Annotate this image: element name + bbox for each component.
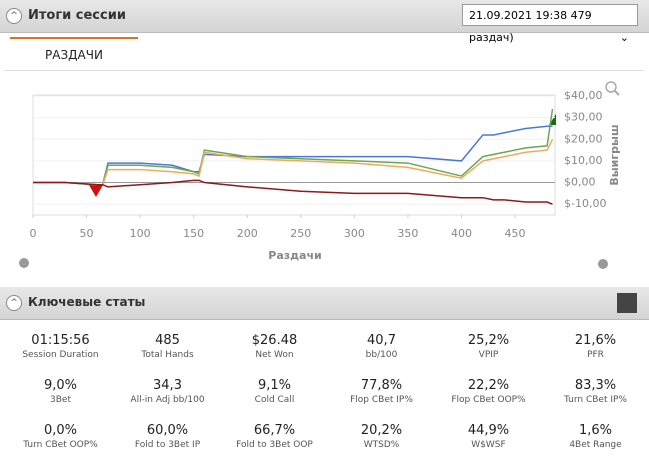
- stat-label: 3Bet: [50, 395, 71, 405]
- zoom-icon-handle: [614, 90, 620, 96]
- x-tick-label: 100: [130, 227, 151, 240]
- stat: 0,0% Turn CBet OOP%: [7, 423, 114, 450]
- stat-value: 22,2%: [467, 378, 510, 393]
- session-header: ^ Итоги сессии 21.09.2021 19:38 479 разд…: [0, 0, 649, 44]
- collapse-button[interactable]: ^: [6, 295, 22, 311]
- stat-value: 66,7%: [253, 423, 296, 438]
- stat-value: 60,0%: [146, 423, 189, 438]
- stat-value: 77,8%: [360, 378, 403, 393]
- x-tick-label: 200: [237, 227, 258, 240]
- stats-title: Ключевые статы: [28, 295, 146, 309]
- stat-value: 83,3%: [574, 378, 617, 393]
- stat: 25,2% VPIP: [435, 333, 542, 360]
- stat-value: 25,2%: [467, 333, 510, 348]
- y-tick-label: $0,00: [564, 176, 596, 189]
- stat-label: Flop CBet OOP%: [451, 395, 526, 405]
- x-tick-label: 300: [344, 227, 365, 240]
- y-tick-label: $20,00: [564, 132, 603, 145]
- stat-value: $26.48: [251, 333, 298, 348]
- dropdown-text: 21.09.2021 19:38 479 раздач): [469, 9, 592, 44]
- series-line: [33, 179, 553, 205]
- y-axis-label: Выигрыш: [608, 124, 621, 185]
- y-tick-label: $40,00: [564, 89, 603, 102]
- layout-button[interactable]: [617, 293, 637, 313]
- series-line: [33, 125, 553, 186]
- stat-value: 9,1%: [257, 378, 292, 393]
- plot-frame: [32, 94, 556, 216]
- x-axis-label: Раздачи: [268, 249, 321, 262]
- stat: 21,6% PFR: [542, 333, 649, 360]
- stat-value: 01:15:56: [31, 333, 90, 348]
- stat: 83,3% Turn CBet IP%: [542, 378, 649, 405]
- y-tick-label: $-10,00: [564, 197, 606, 210]
- stat: 44,9% W$WSF: [435, 423, 542, 450]
- stat-label: WTSD%: [363, 440, 400, 450]
- stat: 60,0% Fold to 3Bet IP: [114, 423, 221, 450]
- y-tick-label: $30,00: [564, 111, 603, 124]
- tab-divider: [4, 70, 644, 71]
- stat: 40,7 bb/100: [328, 333, 435, 360]
- stat: 1,6% 4Bet Range: [542, 423, 649, 450]
- stat-label: PFR: [587, 350, 604, 360]
- stat: 9,0% 3Bet: [7, 378, 114, 405]
- x-tick-label: 250: [290, 227, 311, 240]
- x-tick-label: 400: [451, 227, 472, 240]
- chart: Раздачи Выигрыш $40,00 $30,00 $20,00 $10,00…: [19, 81, 621, 269]
- session-title: Итоги сессии: [28, 8, 126, 23]
- stat-label: bb/100: [365, 350, 398, 360]
- stat-label: Flop CBet IP%: [350, 395, 413, 405]
- stats-header: ^ Ключевые статы: [0, 287, 649, 320]
- stat: 77,8% Flop CBet IP%: [328, 378, 435, 405]
- settings-icon[interactable]: [19, 258, 29, 268]
- stat: $26.48 Net Won: [221, 333, 328, 360]
- x-tick-label: 350: [397, 227, 418, 240]
- stat-label: Session Duration: [22, 350, 99, 360]
- stat-value: 1,6%: [578, 423, 613, 438]
- stat: 66,7% Fold to 3Bet OOP: [221, 423, 328, 450]
- stat-label: Turn CBet OOP%: [23, 440, 98, 450]
- series-line: [33, 138, 554, 186]
- zoom-icon[interactable]: [605, 81, 617, 93]
- stat-label: Cold Call: [254, 395, 295, 405]
- stat-value: 40,7: [367, 333, 396, 348]
- stat-label: All-in Adj bb/100: [130, 395, 205, 405]
- stat-label: Fold to 3Bet IP: [134, 440, 201, 450]
- x-tick-label: 50: [80, 227, 94, 240]
- x-tick-label: 150: [183, 227, 204, 240]
- stat-label: Total Hands: [141, 350, 194, 360]
- marker-down: [89, 185, 103, 197]
- stat-label: 4Bet Range: [569, 440, 622, 450]
- stat-label: VPIP: [478, 350, 499, 360]
- session-dropdown[interactable]: 21.09.2021 19:38 479 раздач) ⌄: [462, 4, 638, 44]
- stat: 485 Total Hands: [114, 333, 221, 360]
- stat-value: 34,3: [153, 378, 182, 393]
- x-tick-label: 450: [505, 227, 526, 240]
- x-tick-label: 0: [30, 227, 37, 240]
- stat-label: Turn CBet IP%: [564, 395, 627, 405]
- stat-label: Fold to 3Bet OOP: [236, 440, 313, 450]
- stat-value: 20,2%: [360, 423, 403, 438]
- y-tick-label: $10,00: [564, 154, 603, 167]
- stat-value: 0,0%: [43, 423, 78, 438]
- stat-label: Net Won: [255, 350, 294, 360]
- stat-label: W$WSF: [471, 440, 506, 450]
- stat: 9,1% Cold Call: [221, 378, 328, 405]
- stat-value: 485: [155, 333, 180, 348]
- info-icon[interactable]: [598, 259, 608, 269]
- collapse-button[interactable]: ^: [6, 8, 22, 24]
- stat: 01:15:56 Session Duration: [7, 333, 114, 360]
- hands-tab[interactable]: РАЗДАЧИ: [10, 37, 138, 72]
- stat: 20,2% WTSD%: [328, 423, 435, 450]
- stat: 34,3 All-in Adj bb/100: [114, 378, 221, 405]
- stat-value: 21,6%: [574, 333, 617, 348]
- stat: 22,2% Flop CBet OOP%: [435, 378, 542, 405]
- stat-value: 44,9%: [467, 423, 510, 438]
- stat-value: 9,0%: [43, 378, 78, 393]
- series-line: [33, 108, 554, 186]
